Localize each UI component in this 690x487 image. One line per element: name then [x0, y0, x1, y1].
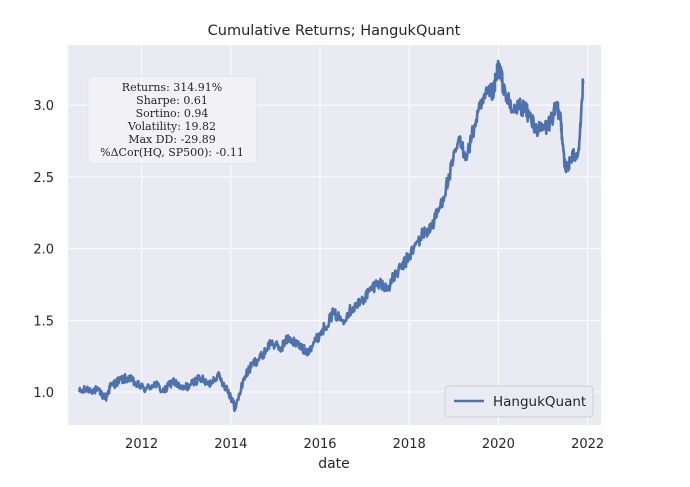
legend-label: HangukQuant — [493, 394, 586, 410]
stats-correlation: %ΔCor(HQ, SP500): -0.11 — [100, 146, 244, 159]
stats-returns: Returns: 314.91% — [122, 81, 222, 94]
series-line-hangukquant — [77, 59, 585, 412]
x-tick-label: 2018 — [393, 437, 426, 452]
y-tick-label: 2.5 — [33, 171, 54, 186]
grid — [68, 45, 601, 425]
y-tick-label: 3.0 — [33, 99, 54, 114]
stats-sortino: Sortino: 0.94 — [136, 107, 209, 120]
x-tick-label: 2014 — [214, 437, 247, 452]
chart-title: Cumulative Returns; HangukQuant — [208, 23, 461, 39]
legend-box — [444, 385, 594, 418]
stats-volatility: Volatility: 19.82 — [127, 120, 216, 133]
x-axis-label: date — [318, 456, 350, 472]
series-layer — [77, 59, 585, 412]
legend: HangukQuant — [444, 385, 594, 418]
stats-max-dd: Max DD: -29.89 — [128, 133, 216, 146]
stats-sharpe: Sharpe: 0.61 — [136, 94, 208, 107]
y-axis-ticks: 1.0 1.5 2.0 2.5 3.0 — [33, 99, 54, 401]
y-tick-label: 1.5 — [33, 314, 54, 329]
stats-box: Returns: 314.91% Sharpe: 0.61 Sortino: 0… — [87, 75, 258, 165]
x-tick-label: 2012 — [125, 437, 158, 452]
y-tick-label: 1.0 — [33, 386, 54, 401]
x-tick-label: 2016 — [303, 437, 336, 452]
stats-box-background — [87, 75, 258, 165]
y-tick-label: 2.0 — [33, 243, 54, 258]
x-axis-ticks: 2012 2014 2016 2018 2020 2022 — [125, 437, 604, 452]
x-tick-label: 2020 — [482, 437, 515, 452]
x-tick-label: 2022 — [571, 437, 604, 452]
